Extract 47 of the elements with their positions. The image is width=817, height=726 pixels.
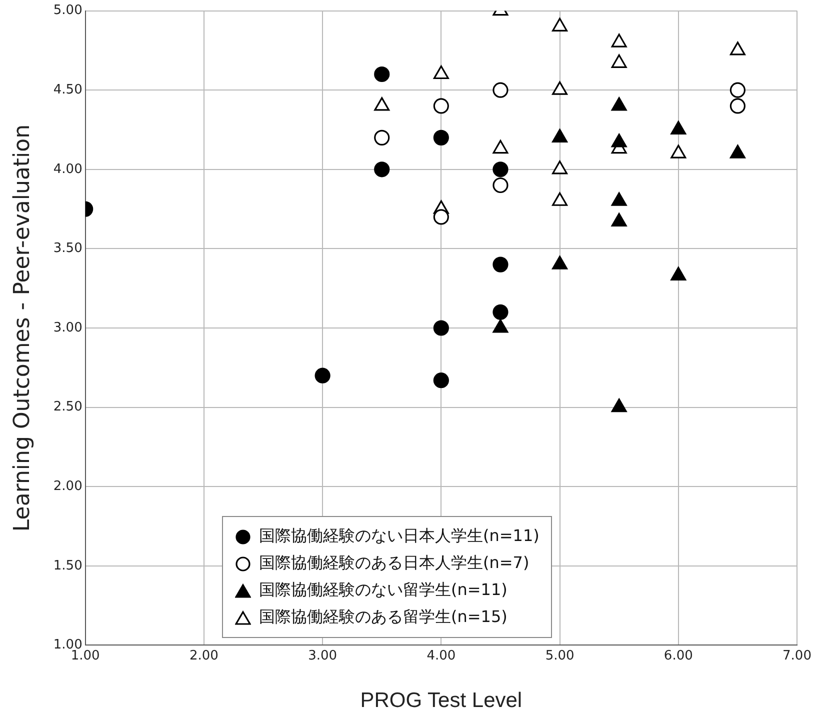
point	[374, 97, 390, 111]
point	[552, 160, 568, 174]
point	[611, 54, 627, 68]
legend-label: 国際協働経験のある留学生(n=15)	[259, 607, 508, 628]
point	[611, 398, 627, 412]
point	[552, 192, 568, 206]
point	[314, 368, 330, 384]
point	[552, 18, 568, 32]
legend-label: 国際協働経験のない留学生(n=11)	[259, 580, 508, 601]
y-axis-title: Learning Outcomes - Peer-evaluation	[10, 124, 35, 532]
legend-label: 国際協働経験のない日本人学生(n=11)	[259, 526, 540, 547]
x-axis-title: PROG Test Level	[360, 689, 522, 712]
y-tick-label: 2.50	[53, 400, 82, 415]
point	[670, 266, 686, 280]
point	[730, 144, 746, 158]
point	[552, 256, 568, 270]
x-tick-label: 7.00	[782, 648, 812, 664]
x-tick-label: 3.00	[308, 648, 338, 664]
point	[670, 144, 686, 158]
y-tick-label: 2.00	[53, 478, 82, 494]
point	[552, 81, 568, 95]
x-tick-label: 6.00	[664, 648, 693, 664]
y-tick-label: 4.50	[53, 82, 82, 98]
y-tick-label: 5.00	[53, 3, 82, 18]
y-tick-label: 3.50	[53, 241, 82, 256]
x-tick-label: 5.00	[545, 648, 574, 664]
x-tick-label: 4.00	[426, 648, 456, 664]
point	[492, 140, 508, 154]
y-tick-label: 1.50	[53, 558, 82, 574]
point	[670, 120, 686, 135]
point	[433, 372, 449, 388]
point	[730, 42, 746, 56]
point	[433, 65, 449, 80]
point	[611, 134, 627, 148]
point	[492, 256, 508, 272]
point	[611, 212, 627, 227]
point	[552, 128, 568, 142]
x-tick-label: 2.00	[189, 648, 218, 664]
point	[433, 320, 449, 336]
legend-label: 国際協働経験のある日本人学生(n=7)	[259, 553, 530, 574]
point	[611, 192, 627, 206]
point	[611, 34, 627, 48]
point	[611, 97, 627, 111]
y-tick-label: 4.00	[53, 162, 82, 177]
point	[492, 319, 508, 333]
y-tick-label: 3.00	[53, 320, 82, 336]
point	[492, 304, 508, 320]
